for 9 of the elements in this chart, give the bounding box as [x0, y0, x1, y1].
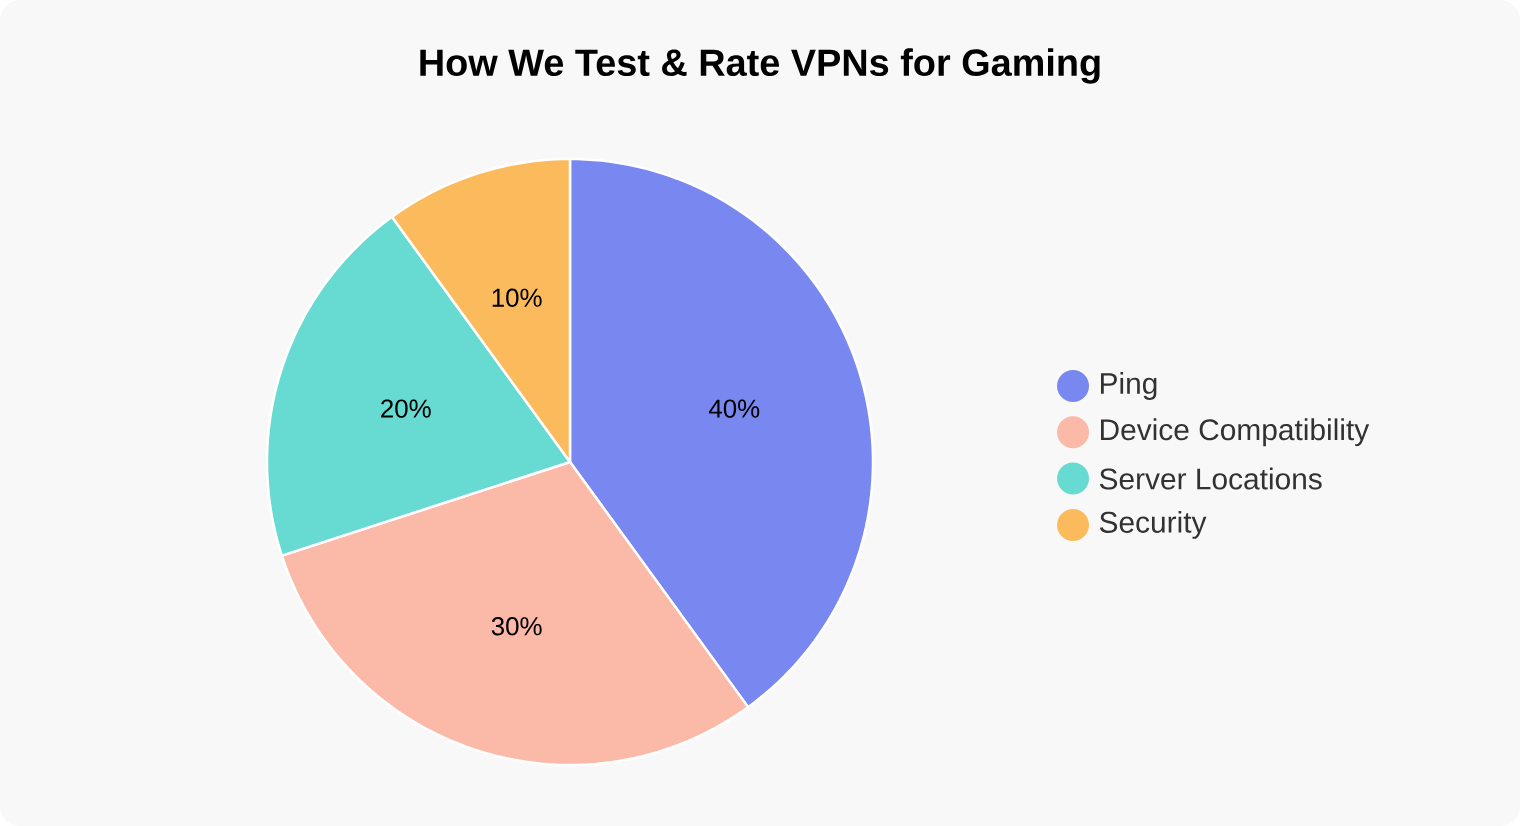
- legend-label: Server Locations: [1099, 467, 1322, 490]
- data-label: 10%: [492, 288, 542, 307]
- data-label: 40%: [708, 399, 760, 418]
- legend-label: Ping: [1100, 372, 1157, 400]
- legend-label: Device Compatibility: [1100, 418, 1370, 447]
- data-label: 30%: [491, 617, 542, 636]
- legend-label: Security: [1099, 510, 1207, 539]
- data-label: 20%: [381, 399, 431, 418]
- chart-title: How We Test & Rate VPNs for Gaming: [420, 48, 1100, 84]
